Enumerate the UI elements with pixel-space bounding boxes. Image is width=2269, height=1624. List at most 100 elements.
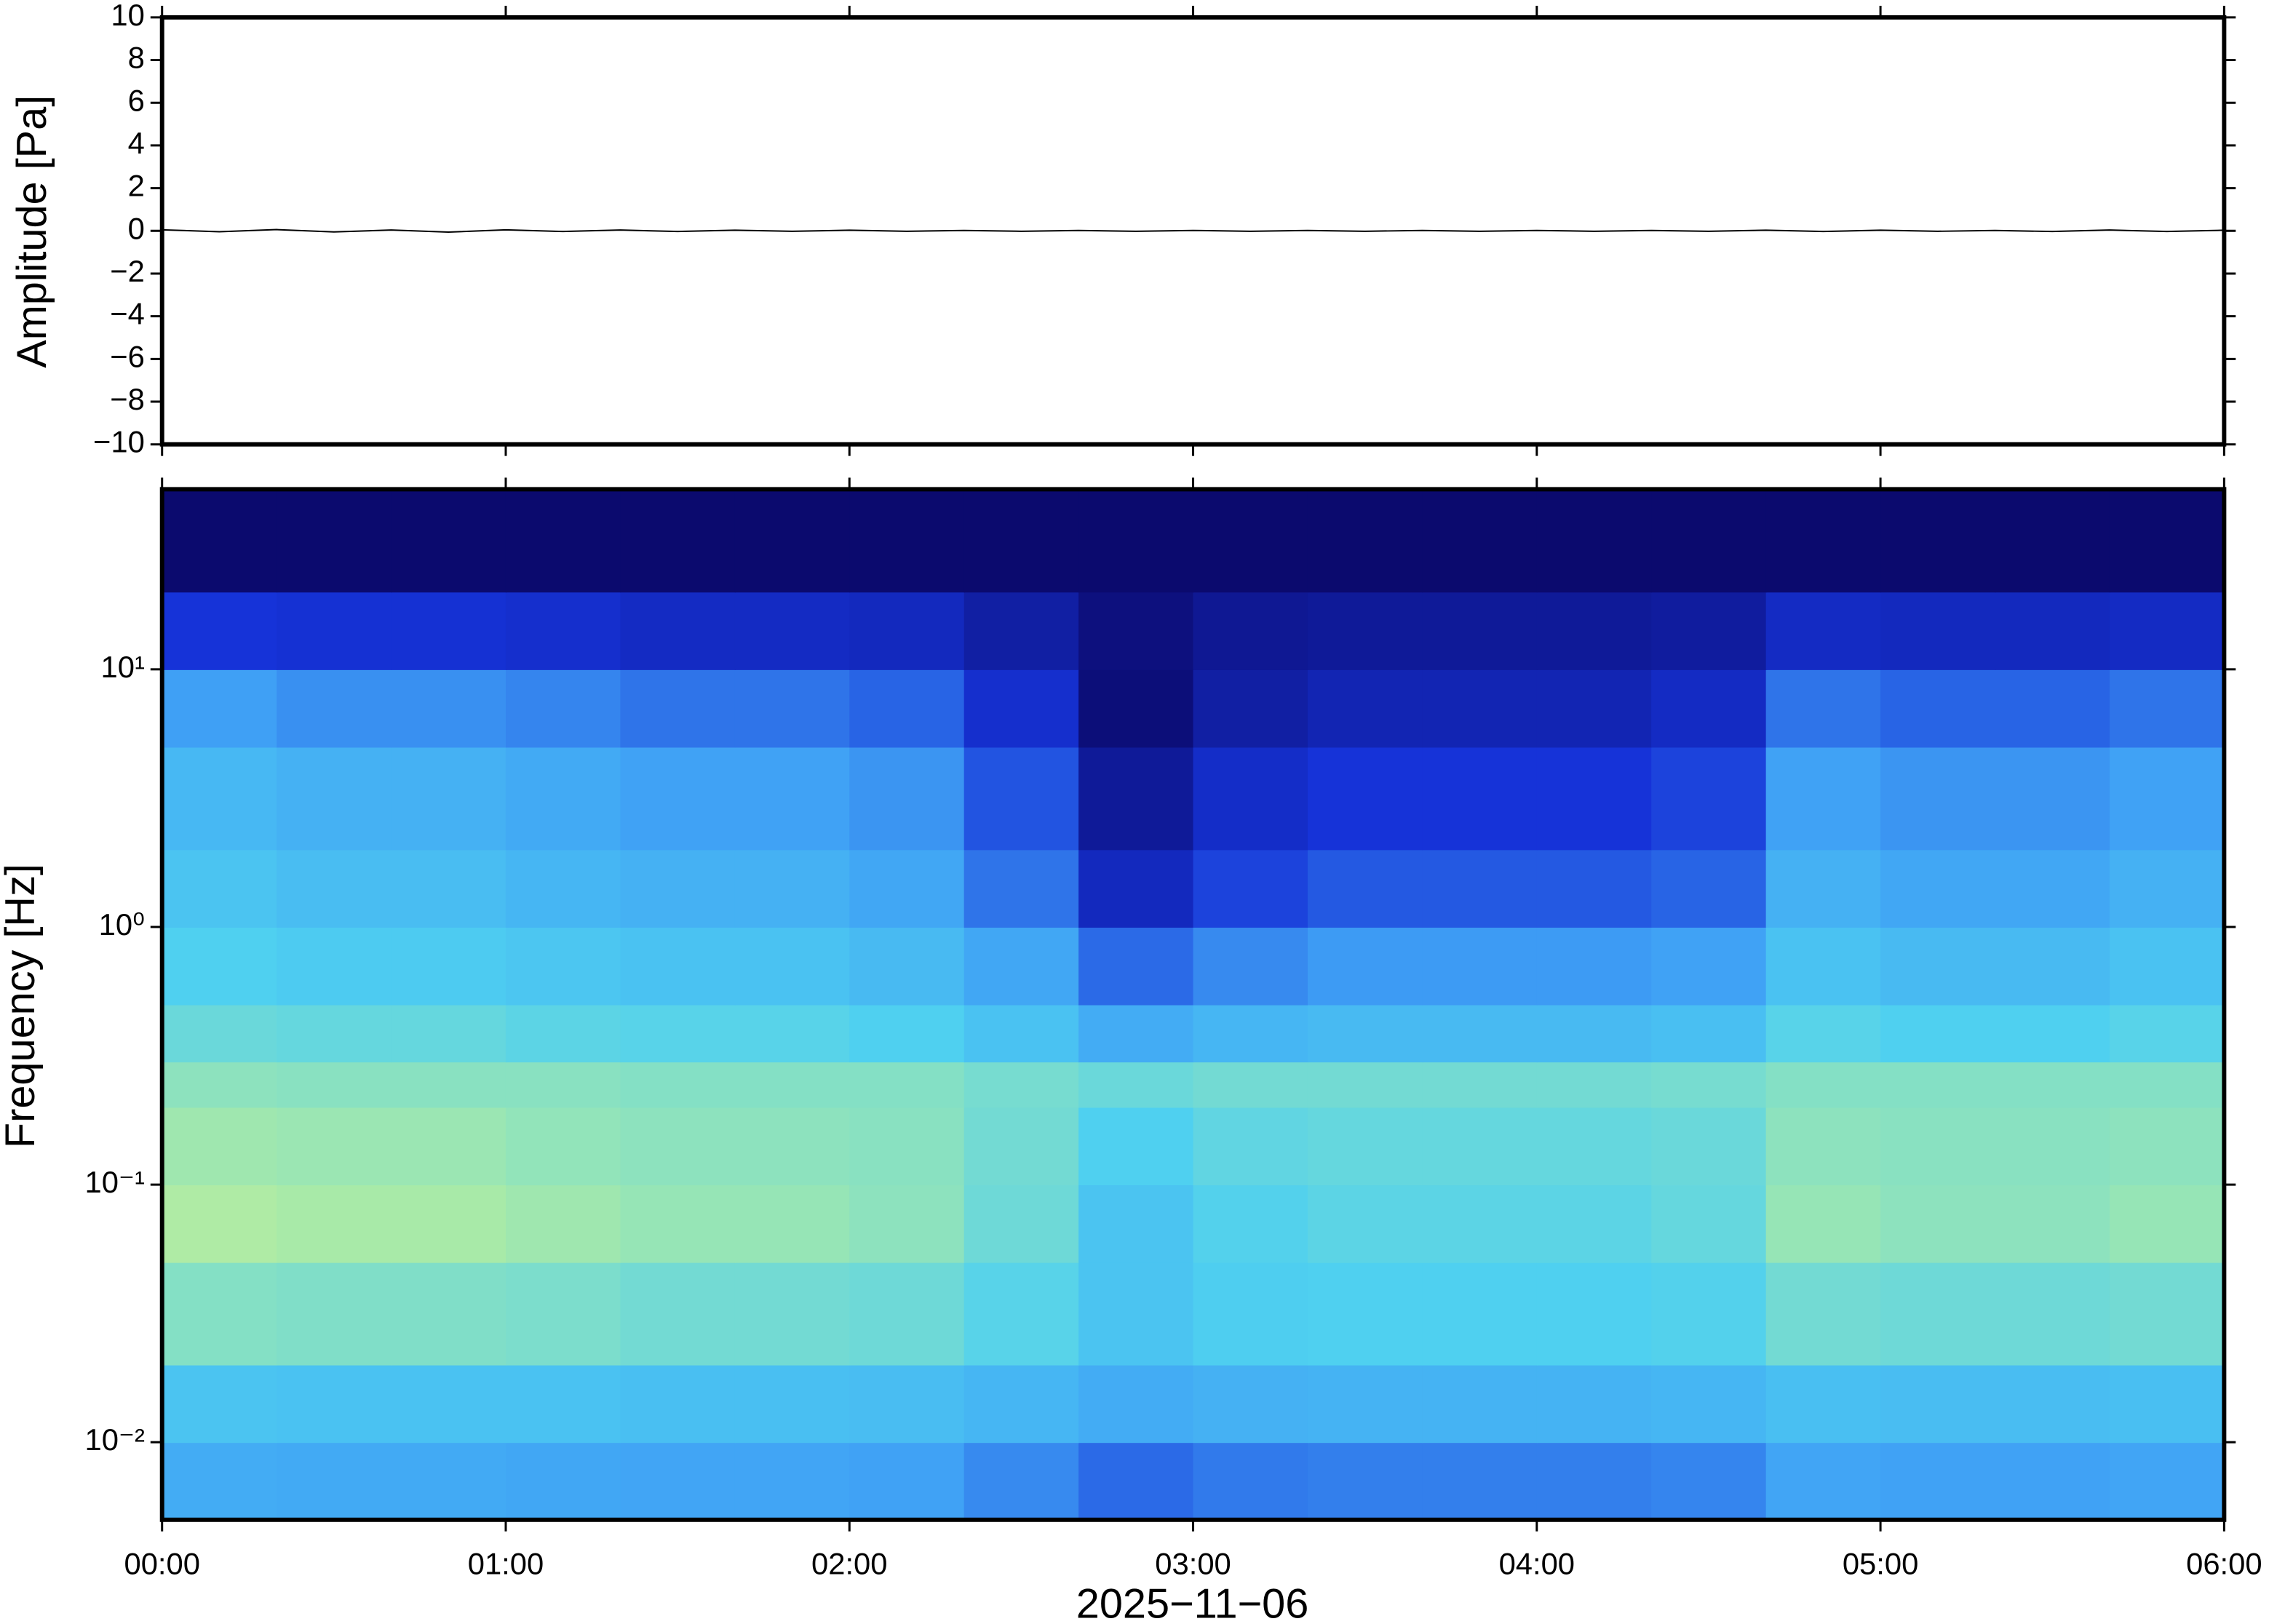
spectrogram-cell <box>1307 1364 1423 1444</box>
spectrogram-cell <box>391 1062 506 1108</box>
spectrogram-cell <box>2109 1004 2225 1063</box>
spectrogram-cell <box>734 926 851 1006</box>
spectrogram-cell <box>391 1004 506 1063</box>
spectrogram-cell <box>1536 1107 1653 1186</box>
spectrogram-cell <box>391 1364 506 1444</box>
spectrogram-cell <box>391 1107 506 1186</box>
spectrogram-cell <box>162 849 278 928</box>
spectrogram-cell <box>734 1004 851 1063</box>
y-tick-label: 8 <box>128 41 145 75</box>
spectrogram-cell <box>505 1364 621 1444</box>
spectrogram-cell <box>162 747 278 851</box>
spectrogram-cell <box>2109 592 2225 670</box>
spectrogram-cell <box>1193 926 1308 1006</box>
spectrogram-cell <box>1536 489 1653 593</box>
spectrogram-cell <box>849 747 965 851</box>
spectrogram-cell <box>1193 849 1308 928</box>
spectrogram-cell <box>391 849 506 928</box>
spectrogram-cell <box>1651 747 1767 851</box>
spectrogram-cell <box>1765 592 1882 670</box>
spectrogram-cell <box>1307 1442 1423 1521</box>
spectrogram-cell <box>734 1107 851 1186</box>
spectrogram-cell <box>849 1107 965 1186</box>
spectrogram-cell <box>1651 592 1767 670</box>
spectrogram-cell <box>620 1107 736 1186</box>
spectrogram-cell <box>1651 1062 1767 1108</box>
spectrogram-cell <box>1651 1262 1767 1366</box>
spectrogram-cell <box>1193 1004 1308 1063</box>
x-tick-label: 06:00 <box>2186 1546 2262 1580</box>
y-tick-label: 0 <box>128 211 145 245</box>
spectrogram-cell <box>1765 1185 1882 1263</box>
spectrogram-cell <box>391 489 506 593</box>
spectrogram-cell <box>849 1364 965 1444</box>
spectrogram-cell <box>1078 1262 1194 1366</box>
spectrogram-cell <box>963 1262 1080 1366</box>
spectrogram-cell <box>1995 926 2110 1006</box>
spectrogram-cell <box>2109 747 2225 851</box>
spectrogram-cell <box>505 489 621 593</box>
spectrogram-cell <box>963 1364 1080 1444</box>
spectrogram-cell <box>849 1262 965 1366</box>
spectrogram-cell <box>1995 849 2110 928</box>
spectrogram-cell <box>1765 747 1882 851</box>
spectrogram-cell <box>277 669 392 748</box>
spectrogram-cell <box>1078 747 1194 851</box>
x-tick-label: 05:00 <box>1843 1546 1918 1580</box>
y-tick-label: 10 <box>111 0 144 32</box>
x-tick-label: 00:00 <box>124 1546 199 1580</box>
spectrogram-cell <box>620 1364 736 1444</box>
spectrogram-cell <box>277 592 392 670</box>
spectrogram-cell <box>1422 1107 1538 1186</box>
spectrogram-cell <box>1193 1185 1308 1263</box>
spectrogram-cell <box>1880 849 1996 928</box>
spectrogram-cell <box>1765 1107 1882 1186</box>
spectrogram-cell <box>391 926 506 1006</box>
y-tick-label: −8 <box>110 382 145 416</box>
spectrogram-cell <box>1422 926 1538 1006</box>
spectrogram-cell <box>505 747 621 851</box>
spectrogram-cell <box>162 592 278 670</box>
spectrogram-cell <box>1422 592 1538 670</box>
spectrogram-cell <box>1765 1364 1882 1444</box>
spectrogram-cell <box>963 1107 1080 1186</box>
spectrogram-cell <box>1422 1262 1538 1366</box>
spectrogram-cell <box>1422 1442 1538 1521</box>
spectrogram-cell <box>2109 1107 2225 1186</box>
spectrogram-cell <box>1995 1364 2110 1444</box>
spectrogram-cell <box>1880 1364 1996 1444</box>
y-tick-label: 4 <box>128 126 145 160</box>
spectrogram-cell <box>1880 1185 1996 1263</box>
spectrogram-cell <box>734 849 851 928</box>
spectrogram-cell <box>1078 1004 1194 1063</box>
spectrogram-cell <box>2109 1364 2225 1444</box>
spectrogram-cell <box>1193 669 1308 748</box>
spectrogram-cell <box>963 747 1080 851</box>
spectrogram-cell <box>1307 1262 1423 1366</box>
spectrogram-cell <box>1536 926 1653 1006</box>
spectrogram-cell <box>1651 1185 1767 1263</box>
spectrogram-cell <box>1880 1107 1996 1186</box>
y-tick-label: −10 <box>93 425 145 459</box>
spectrogram-cell <box>734 1262 851 1366</box>
spectrogram-cell <box>1078 1364 1194 1444</box>
spectrogram-cell <box>1536 1364 1653 1444</box>
y-tick-label: −2 <box>110 254 145 288</box>
spectrogram-cell <box>963 849 1080 928</box>
spectrogram-cell <box>505 592 621 670</box>
spectrogram-cell <box>1078 1185 1194 1263</box>
spectrogram-cell <box>1651 1364 1767 1444</box>
y-tick-label: 10⁰ <box>99 907 145 942</box>
spectrogram-cell <box>1880 1262 1996 1366</box>
spectrogram-cell <box>162 1004 278 1063</box>
spectrogram-cell <box>1422 1004 1538 1063</box>
spectrogram-cell <box>734 1185 851 1263</box>
spectrogram-cell <box>2109 1262 2225 1366</box>
spectrogram-cell <box>1536 1004 1653 1063</box>
spectrogram-cell <box>1995 1442 2110 1521</box>
spectrogram-cell <box>1651 1442 1767 1521</box>
spectrogram-cell <box>391 592 506 670</box>
spectrogram-cell <box>1765 1062 1882 1108</box>
spectrogram-cell <box>1765 669 1882 748</box>
